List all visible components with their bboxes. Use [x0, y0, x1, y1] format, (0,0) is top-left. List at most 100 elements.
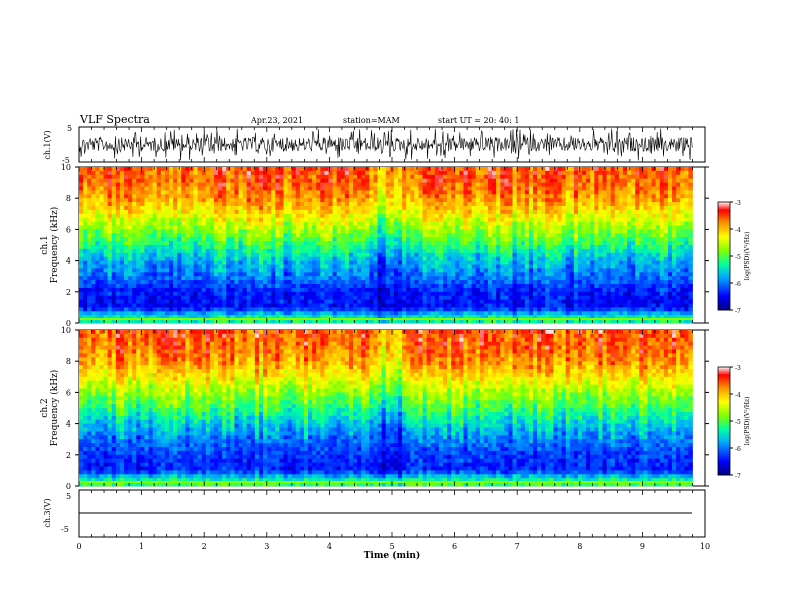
spectrogram-cell — [553, 276, 558, 281]
spectrogram-cell — [663, 256, 669, 261]
spectrogram-cell — [312, 182, 317, 187]
spectrogram-cell — [614, 174, 620, 180]
spectrogram-cell — [369, 202, 374, 207]
spectrogram-cell — [111, 284, 117, 289]
spectrogram-cell — [128, 241, 133, 246]
spectrogram-cell — [136, 194, 141, 199]
spectrogram-cell — [672, 178, 677, 183]
spectrogram-cell — [487, 272, 493, 277]
spectrogram-cell — [553, 248, 558, 254]
spectrogram-cell — [353, 284, 358, 289]
spectrogram-cell — [516, 174, 522, 180]
spectrogram-cell — [463, 174, 468, 180]
spectrogram-cell — [537, 237, 542, 242]
spectrogram-cell — [365, 190, 370, 195]
spectrogram-cell — [610, 170, 616, 176]
spectrogram-cell — [659, 245, 665, 250]
spectrogram-cell — [582, 276, 587, 281]
spectrogram-cell — [520, 190, 526, 195]
spectrogram-cell — [398, 268, 403, 273]
spectrogram-cell — [577, 248, 583, 254]
spectrogram-cell — [426, 186, 432, 191]
spectrogram-cell — [684, 167, 689, 172]
spectrogram-cell — [655, 202, 661, 207]
spectrogram-cell — [295, 233, 301, 238]
spectrogram-cell — [688, 248, 693, 254]
spectrogram-cell — [487, 198, 493, 203]
spectrogram-cell — [95, 170, 100, 176]
spectrogram-cell — [676, 256, 681, 261]
spectrogram-cell — [524, 229, 530, 234]
spectrogram-cell — [87, 182, 92, 187]
spectrogram-cell — [443, 213, 448, 219]
spectrogram-cell — [643, 182, 648, 187]
spectrogram-cell — [173, 252, 178, 258]
spectrogram-cell — [602, 256, 607, 261]
spectrogram-cell — [549, 237, 554, 242]
spectrogram-cell — [324, 291, 329, 297]
spectrogram-cell — [602, 186, 607, 191]
spectrogram-cell — [594, 206, 599, 211]
spectrogram-cell — [504, 182, 509, 187]
spectrogram-cell — [271, 229, 276, 234]
spectrogram-cell — [680, 198, 685, 203]
spectrogram-cell — [332, 209, 338, 215]
spectrogram-cell — [577, 260, 583, 265]
spectrogram-cell — [492, 252, 497, 258]
spectrogram-cell — [532, 245, 538, 250]
spectrogram-cell — [218, 178, 223, 183]
spectrogram-cell — [651, 198, 657, 203]
spectrogram-cell — [655, 233, 661, 238]
spectrogram-cell — [115, 287, 121, 293]
spectrogram-cell — [508, 245, 513, 250]
spectrogram-cell — [344, 260, 350, 265]
spectrogram-cell — [631, 213, 636, 219]
spectrogram-cell — [132, 170, 137, 176]
spectrogram-cell — [185, 264, 190, 269]
spectrogram-cell — [438, 206, 444, 211]
spectrogram-cell — [537, 248, 542, 254]
spectrogram-cell — [357, 233, 362, 238]
spectrogram-cell — [340, 272, 346, 277]
spectrogram-cell — [532, 241, 538, 246]
spectrogram-cell — [148, 206, 154, 211]
spectrogram-cell — [516, 284, 522, 289]
spectrogram-cell — [328, 233, 333, 238]
spectrogram-cell — [279, 221, 284, 226]
spectrogram-cell — [185, 284, 190, 289]
spectrogram-cell — [144, 284, 149, 289]
spectrogram-cell — [541, 237, 546, 242]
spectrogram-cell — [528, 198, 534, 203]
spectrogram-cell — [651, 241, 657, 246]
spectrogram-cell — [234, 198, 239, 203]
spectrogram-cell — [324, 260, 329, 265]
spectrogram-cell — [328, 186, 333, 191]
spectrogram-cell — [447, 256, 452, 261]
spectrogram-cell — [479, 217, 485, 222]
spectrogram-cell — [320, 233, 325, 238]
spectrogram-cell — [254, 233, 260, 238]
spectrogram-cell — [516, 260, 522, 265]
spectrogram-cell — [242, 264, 248, 269]
spectrogram-cell — [512, 264, 518, 269]
spectrogram-cell — [573, 190, 579, 195]
spectrogram-cell — [230, 190, 235, 195]
spectrogram-cell — [569, 178, 575, 183]
spectrogram-cell — [213, 221, 219, 226]
spectrogram-cell — [627, 268, 632, 273]
spectrogram-cell — [95, 198, 100, 203]
spectrogram-cell — [610, 225, 616, 230]
spectrogram-cell — [414, 213, 419, 219]
spectrogram-cell — [209, 221, 215, 226]
spectrogram-cell — [79, 295, 84, 300]
spectrogram-cell — [586, 284, 591, 289]
spectrogram-cell — [103, 225, 109, 230]
spectrogram-cell — [475, 284, 481, 289]
spectrogram-cell — [238, 178, 243, 183]
spectrogram-cell — [283, 233, 288, 238]
spectrogram-cell — [655, 186, 661, 191]
spectrogram-cell — [688, 225, 693, 230]
spectrogram-cell — [594, 198, 599, 203]
spectrogram-cell — [164, 291, 170, 297]
spectrogram-cell — [168, 186, 174, 191]
